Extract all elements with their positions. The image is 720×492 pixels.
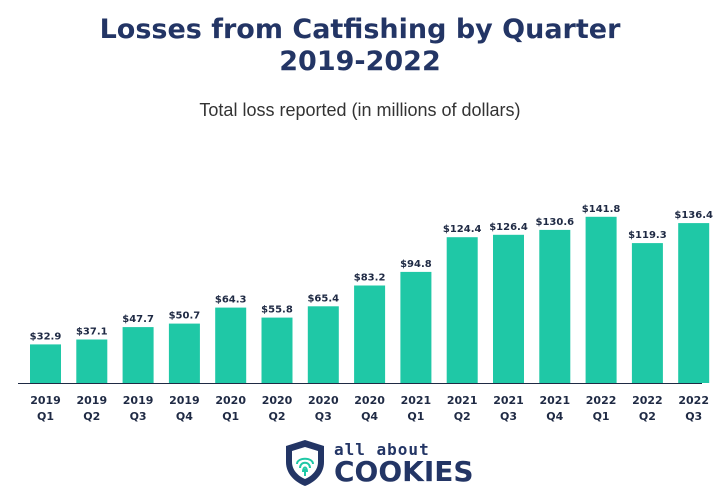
x-tick-quarter: Q3 xyxy=(315,410,332,423)
x-tick-quarter: Q1 xyxy=(222,410,239,423)
bar xyxy=(446,237,478,383)
x-tick-quarter: Q2 xyxy=(83,410,100,423)
x-tick-year: 2020 xyxy=(262,394,293,407)
bar-value-label: $65.4 xyxy=(307,293,339,304)
bar xyxy=(30,344,61,383)
bar xyxy=(76,339,108,383)
x-tick-quarter: Q2 xyxy=(454,410,471,423)
bar-value-label: $64.3 xyxy=(215,295,247,306)
bar xyxy=(168,323,200,383)
x-tick-year: 2022 xyxy=(632,394,663,407)
x-tick-quarter: Q1 xyxy=(407,410,424,423)
x-tick-quarter: Q2 xyxy=(268,410,285,423)
bar xyxy=(307,306,339,383)
bar-value-label: $119.3 xyxy=(628,230,667,241)
x-tick-year: 2021 xyxy=(447,394,478,407)
x-tick-quarter: Q4 xyxy=(361,410,378,423)
bar-value-label: $83.2 xyxy=(354,273,386,284)
bar xyxy=(631,243,663,383)
x-tick-year: 2020 xyxy=(308,394,339,407)
x-tick-year: 2020 xyxy=(354,394,385,407)
x-tick-quarter: Q1 xyxy=(593,410,610,423)
bar xyxy=(585,216,617,383)
x-tick-year: 2022 xyxy=(678,394,709,407)
bar-value-label: $37.1 xyxy=(76,327,108,338)
logo-text-big: COOKIES xyxy=(334,455,474,488)
chart-title-line1: Losses from Catfishing by Quarter xyxy=(99,14,621,45)
x-tick-year: 2021 xyxy=(493,394,524,407)
x-tick-quarter: Q4 xyxy=(176,410,193,423)
x-tick-year: 2022 xyxy=(586,394,617,407)
x-tick-year: 2019 xyxy=(169,394,200,407)
x-tick-quarter: Q3 xyxy=(685,410,702,423)
x-tick-quarter: Q3 xyxy=(130,410,147,423)
bar xyxy=(539,229,571,383)
bar-value-label: $126.4 xyxy=(489,222,528,233)
bar-value-label: $130.6 xyxy=(536,217,575,228)
bar xyxy=(678,223,710,383)
x-tick-quarter: Q2 xyxy=(639,410,656,423)
x-tick-year: 2019 xyxy=(76,394,107,407)
logo-text-small: all about xyxy=(334,440,430,459)
bar-chart: $32.9 2019 Q1 $37.1 2019 Q2 $47.7 2019 Q3 $50.7 20… xyxy=(18,204,713,423)
x-tick-year: 2021 xyxy=(401,394,432,407)
x-tick-quarter: Q3 xyxy=(500,410,517,423)
x-tick-year: 2019 xyxy=(123,394,154,407)
x-tick-quarter: Q1 xyxy=(37,410,54,423)
bar-value-label: $32.9 xyxy=(30,331,62,342)
bar-value-label: $124.4 xyxy=(443,224,482,235)
x-tick-quarter: Q4 xyxy=(546,410,563,423)
x-tick-year: 2019 xyxy=(30,394,61,407)
bar-value-label: $55.8 xyxy=(261,305,293,316)
bar-value-label: $141.8 xyxy=(582,204,621,215)
bar xyxy=(354,285,386,383)
bar xyxy=(400,271,432,383)
chart-title-line2: 2019-2022 xyxy=(279,46,441,77)
bar-value-label: $136.4 xyxy=(674,210,713,221)
chart-subtitle: Total loss reported (in millions of doll… xyxy=(199,100,521,120)
bar xyxy=(215,307,247,383)
bar xyxy=(493,234,524,383)
x-tick-year: 2020 xyxy=(215,394,246,407)
bar-value-label: $47.7 xyxy=(122,314,154,325)
x-tick-year: 2021 xyxy=(539,394,570,407)
brand-logo: all about COOKIES xyxy=(0,438,720,488)
shield-fingerprint-icon xyxy=(286,440,324,486)
bar-value-label: $94.8 xyxy=(400,259,432,270)
bar-value-label: $50.7 xyxy=(169,311,201,322)
bar xyxy=(122,327,154,383)
bar xyxy=(261,317,293,383)
